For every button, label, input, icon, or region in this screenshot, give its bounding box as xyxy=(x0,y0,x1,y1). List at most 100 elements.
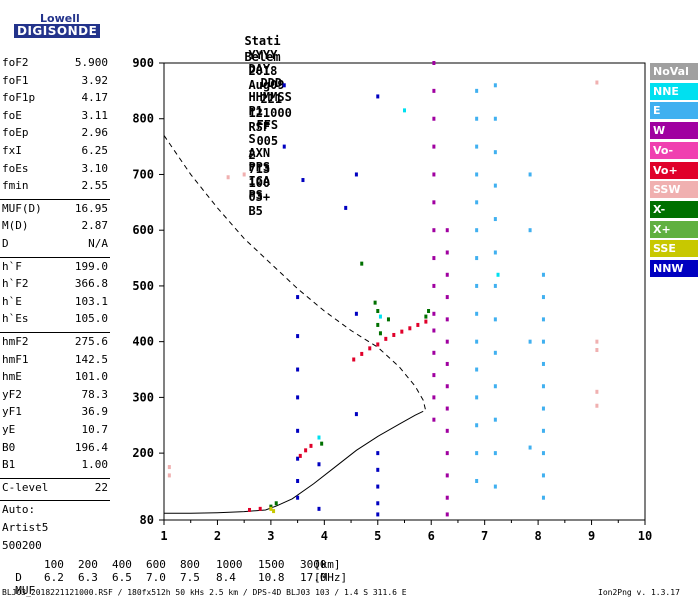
legend-item-sse: SSE xyxy=(650,240,698,258)
data-point xyxy=(432,144,436,149)
data-point xyxy=(432,256,436,261)
data-point xyxy=(296,495,300,500)
param-value: 78.3 xyxy=(81,387,109,401)
header-label: AXN xyxy=(248,146,271,160)
data-point xyxy=(445,317,449,322)
param-name: yE xyxy=(2,423,16,436)
param-row: h`E 103.1 xyxy=(2,295,108,312)
data-point xyxy=(296,395,300,400)
data-point xyxy=(432,228,436,233)
data-point xyxy=(400,329,404,334)
data-point xyxy=(226,175,230,180)
data-point xyxy=(493,250,497,255)
data-point xyxy=(432,395,436,400)
y-tick-label: 800 xyxy=(132,112,154,126)
autoscale-line: 500200 xyxy=(2,538,42,552)
x-tick-label: 2 xyxy=(214,529,221,543)
y-tick-label: 80 xyxy=(140,513,154,527)
data-point xyxy=(376,512,380,517)
data-point xyxy=(242,172,246,177)
panel-separator xyxy=(0,477,110,479)
param-value: 196.4 xyxy=(74,440,108,454)
data-point xyxy=(296,428,300,433)
data-point xyxy=(475,116,479,121)
param-value: 275.6 xyxy=(74,335,108,348)
header-label: DAY xyxy=(248,62,271,76)
param-value: 199.0 xyxy=(74,259,108,273)
data-point xyxy=(475,311,479,316)
param-name: h`E xyxy=(2,294,22,308)
data-point xyxy=(167,465,171,470)
data-point xyxy=(354,311,358,316)
legend-item-nnw: NNW xyxy=(650,260,698,277)
data-point xyxy=(475,228,479,233)
autoscale-line: Auto: xyxy=(2,503,36,517)
param-name: foEs xyxy=(2,161,29,175)
data-point xyxy=(541,317,545,322)
param-value: 2.55 xyxy=(81,179,109,193)
param-value: 366.8 xyxy=(74,277,108,291)
muf-value: 7.5 xyxy=(180,571,200,584)
data-point xyxy=(317,506,321,511)
distance-value: 400 xyxy=(112,558,132,571)
distance-value: 1500 xyxy=(258,558,285,571)
data-point xyxy=(595,80,599,85)
param-value: 2.96 xyxy=(81,126,109,140)
param-name: M(D) xyxy=(2,219,29,233)
data-point xyxy=(298,453,302,458)
legend-item-e: E xyxy=(650,102,698,120)
data-point xyxy=(376,309,380,314)
data-point xyxy=(475,172,479,177)
data-point xyxy=(403,108,406,113)
header-value: Belem xyxy=(244,50,281,64)
header-label: DDD xyxy=(260,76,283,90)
data-point xyxy=(475,367,479,372)
param-row: h`F2 366.8 xyxy=(2,277,108,294)
param-row: foEs 3.10 xyxy=(2,162,108,179)
param-value: N/A xyxy=(88,237,108,250)
muf-unit: [MHz] xyxy=(314,571,348,584)
file-info: BLJ03_2018221121000.RSF / 180fx512h 50 k… xyxy=(2,588,407,597)
param-row: foEp 2.96 xyxy=(2,126,108,143)
param-name: foF2 xyxy=(2,56,29,69)
x-tick-label: 7 xyxy=(481,529,488,543)
param-name: fxI xyxy=(2,144,22,157)
param-name: h`F2 xyxy=(2,277,29,291)
data-point xyxy=(475,395,479,400)
data-point xyxy=(475,478,479,483)
header-label: FFS xyxy=(256,118,279,132)
param-row: fxI 6.25 xyxy=(2,144,108,161)
data-point xyxy=(595,339,599,344)
param-name: C-level xyxy=(2,480,49,494)
data-point xyxy=(296,295,300,300)
param-name: foF1p xyxy=(2,91,36,105)
plot-frame xyxy=(163,62,646,521)
data-point xyxy=(528,445,532,450)
param-row: foF1p 4.17 xyxy=(2,91,108,108)
data-point xyxy=(376,451,380,456)
header-value: 03+ xyxy=(248,190,271,204)
param-value: 3.10 xyxy=(81,161,109,175)
y-tick-label: 700 xyxy=(132,167,154,181)
param-row: foE 3.11 xyxy=(2,109,108,126)
legend-item-noval: NoVal xyxy=(650,63,698,80)
model-curve xyxy=(163,135,427,412)
param-value: 103.1 xyxy=(74,294,108,308)
data-point xyxy=(424,314,428,319)
param-name: hmE xyxy=(2,370,22,384)
param-value: 16.95 xyxy=(74,201,108,215)
data-point xyxy=(432,88,436,93)
data-point xyxy=(493,417,497,422)
panel-separator xyxy=(0,332,110,333)
data-point xyxy=(541,451,545,456)
param-row: yE 10.7 xyxy=(2,423,108,440)
data-point xyxy=(384,336,388,341)
header-label: HHMMSS xyxy=(248,90,292,104)
x-tick-label: 4 xyxy=(321,529,328,543)
data-point xyxy=(432,328,436,333)
param-name: yF1 xyxy=(2,405,22,419)
data-point xyxy=(475,256,479,261)
data-point xyxy=(386,317,390,322)
data-point xyxy=(445,295,449,300)
data-point xyxy=(432,116,436,121)
